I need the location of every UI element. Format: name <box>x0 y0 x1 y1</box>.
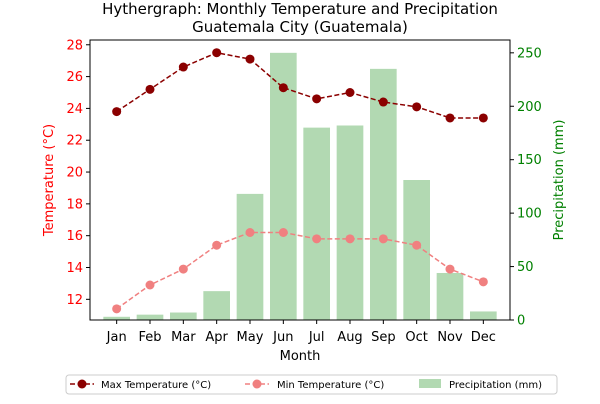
max-temp-point-nov <box>445 113 455 123</box>
x-tick-label-mar: Mar <box>171 330 196 345</box>
precip-bar-sep <box>370 68 397 320</box>
left-temperature-axis: 12 14 16 18 20 22 24 26 28 <box>66 38 90 308</box>
x-tick-label-oct: Oct <box>405 330 427 345</box>
left-tick-label-22: 22 <box>66 134 83 149</box>
x-axis-label: Month <box>280 349 321 364</box>
right-tick-label-150: 150 <box>517 153 542 168</box>
left-tick-label-26: 26 <box>66 70 83 85</box>
legend-precip-label: Precipitation (mm) <box>449 380 542 391</box>
min-temp-point-dec <box>478 277 488 287</box>
max-temp-point-sep <box>378 97 388 107</box>
min-temp-line <box>116 231 484 310</box>
min-temp-point-jun <box>278 228 288 237</box>
x-tick-label-aug: Aug <box>337 330 362 345</box>
legend-max-temp-label: Max Temperature (°C) <box>101 380 211 391</box>
min-temp-point-may <box>245 228 255 237</box>
right-tick-label-250: 250 <box>517 46 542 61</box>
left-tick-label-16: 16 <box>66 229 83 244</box>
min-temp-point-aug <box>345 234 355 244</box>
max-temp-point-jan <box>112 107 122 117</box>
min-temp-point-nov <box>445 264 455 274</box>
max-temp-point-aug <box>345 88 355 97</box>
min-temp-point-jul <box>312 234 322 244</box>
precip-bar-apr <box>203 291 230 320</box>
x-tick-label-jan: Jan <box>106 330 127 345</box>
right-axis-label: Precipitation (mm) <box>552 120 567 241</box>
min-temp-point-mar <box>178 264 188 274</box>
max-temp-point-jun <box>278 83 288 93</box>
precip-bar-aug <box>336 125 364 320</box>
x-tick-label-may: May <box>237 330 264 345</box>
plot-frame <box>89 39 511 321</box>
min-temp-point-sep <box>378 234 388 244</box>
x-tick-label-nov: Nov <box>437 330 463 345</box>
x-month-axis: Jan Feb Mar Apr May Jun Jul Aug Sep Oct Nov Dec <box>106 320 496 345</box>
x-tick-label-dec: Dec <box>471 330 496 345</box>
precip-bar-feb <box>136 314 164 320</box>
x-tick-label-feb: Feb <box>138 330 161 345</box>
precip-bar-oct <box>403 180 430 320</box>
max-temp-line <box>116 51 484 119</box>
max-temp-point-mar <box>178 62 188 72</box>
max-temp-point-may <box>245 54 255 64</box>
max-temp-point-feb <box>145 84 155 94</box>
right-tick-label-100: 100 <box>517 207 542 222</box>
left-tick-label-18: 18 <box>66 197 83 212</box>
precip-bar-jan <box>103 316 130 320</box>
max-temp-point-dec <box>478 113 488 123</box>
right-tick-label-200: 200 <box>517 100 542 115</box>
precip-bar-may <box>236 193 264 320</box>
left-tick-label-28: 28 <box>66 38 83 53</box>
chart-title-line2: Guatemala City (Guatemala) <box>192 18 408 36</box>
right-tick-label-50: 50 <box>517 260 534 275</box>
precip-bar-jul <box>303 127 330 320</box>
min-temp-point-jan <box>112 304 122 314</box>
left-tick-label-12: 12 <box>66 293 83 308</box>
legend-min-temp-marker <box>252 379 262 389</box>
legend-max-temp-marker <box>77 379 87 389</box>
chart-title-line1: Hythergraph: Monthly Temperature and Pre… <box>102 0 498 18</box>
legend-precip-swatch <box>419 379 441 388</box>
precip-bar-jun <box>270 52 297 320</box>
precipitation-bars <box>103 52 497 320</box>
right-precipitation-axis: 0 50 100 150 200 250 <box>510 46 542 329</box>
left-tick-label-24: 24 <box>66 102 83 117</box>
max-temp-point-apr <box>212 48 222 58</box>
precip-bar-dec <box>470 311 497 320</box>
left-tick-label-14: 14 <box>66 261 83 276</box>
x-tick-label-apr: Apr <box>205 330 228 345</box>
min-temp-point-apr <box>212 240 222 250</box>
min-temp-point-feb <box>145 280 155 290</box>
right-tick-label-0: 0 <box>517 314 525 329</box>
left-tick-label-20: 20 <box>66 166 83 181</box>
x-tick-label-sep: Sep <box>371 330 396 345</box>
precip-bar-nov <box>436 272 464 320</box>
left-axis-label: Temperature (°C) <box>42 124 57 237</box>
x-tick-label-jun: Jun <box>272 330 293 345</box>
max-temp-point-jul <box>312 94 322 104</box>
precip-bar-mar <box>170 312 197 320</box>
legend-min-temp-label: Min Temperature (°C) <box>277 380 384 391</box>
legend: Max Temperature (°C) Min Temperature (°C… <box>65 374 558 395</box>
x-tick-label-jul: Jul <box>308 330 325 345</box>
min-temp-point-oct <box>412 240 422 250</box>
temperature-lines <box>112 48 488 314</box>
max-temp-point-oct <box>412 102 422 112</box>
